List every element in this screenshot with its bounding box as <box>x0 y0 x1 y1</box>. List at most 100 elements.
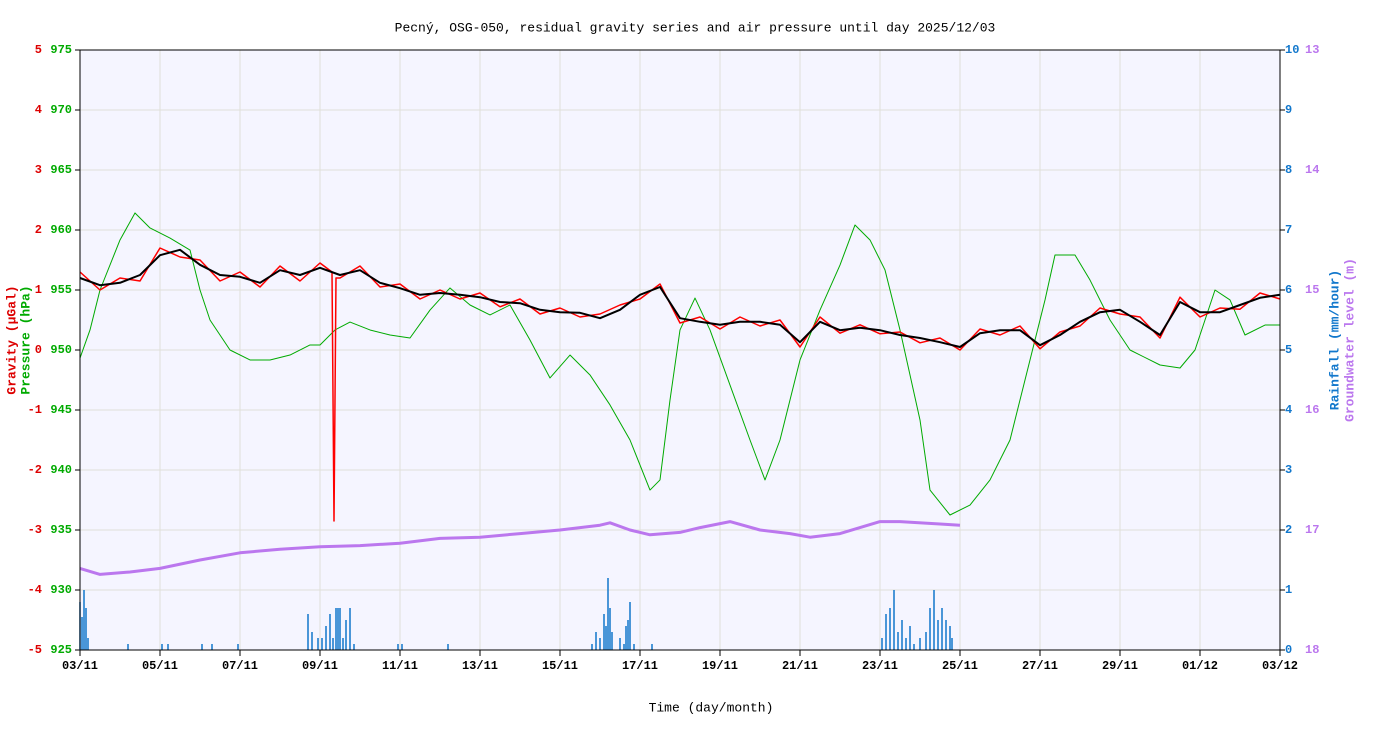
rain-bar <box>885 614 887 650</box>
y-tick-label: 930 <box>50 583 72 597</box>
rain-bar <box>897 632 899 650</box>
y-tick-label: 5 <box>1285 343 1292 357</box>
rain-bar <box>611 632 613 650</box>
rain-bar <box>605 626 607 650</box>
rain-bar <box>345 620 347 650</box>
y-tick-label: 14 <box>1305 163 1319 177</box>
y-tick-label: 1 <box>1285 583 1292 597</box>
series-line <box>79 212 1280 516</box>
x-tick-label: 13/11 <box>462 659 498 673</box>
rain-bar <box>339 608 341 650</box>
rain-bar <box>607 578 609 650</box>
y-tick-label: 965 <box>50 163 72 177</box>
x-tick-label: 11/11 <box>382 659 418 673</box>
x-tick-label: 23/11 <box>862 659 898 673</box>
y-axis-label: Pressure (hPa) <box>18 285 33 394</box>
rain-bar <box>603 614 605 650</box>
rain-bar <box>949 626 951 650</box>
rain-bar <box>337 608 339 650</box>
rain-bar <box>401 644 403 650</box>
y-tick-label: 7 <box>1285 223 1292 237</box>
y-tick-label: 9 <box>1285 103 1292 117</box>
x-axis-label: Time (day/month) <box>649 700 774 715</box>
rain-bar <box>625 626 627 650</box>
rain-bar <box>901 620 903 650</box>
x-tick-label: 27/11 <box>1022 659 1058 673</box>
rain-bar <box>167 644 169 650</box>
x-tick-label: 01/12 <box>1182 659 1218 673</box>
y-tick-label: -4 <box>28 583 42 597</box>
y-tick-label: 960 <box>50 223 72 237</box>
y-tick-label: 10 <box>1285 43 1299 57</box>
y-tick-label: 0 <box>1285 643 1292 657</box>
series-line <box>79 520 961 576</box>
y-tick-label: 5 <box>35 43 42 57</box>
y-tick-label: 1 <box>35 283 42 297</box>
rain-bar <box>913 644 915 650</box>
rain-bar <box>161 644 163 650</box>
rain-bar <box>325 626 327 650</box>
rain-bar <box>919 638 921 650</box>
rain-bar <box>881 638 883 650</box>
y-tick-label: -1 <box>28 403 42 417</box>
rain-bar <box>941 608 943 650</box>
y-tick-label: 15 <box>1305 283 1319 297</box>
x-tick-label: 29/11 <box>1102 659 1138 673</box>
series-line <box>79 248 1281 348</box>
y-tick-label: 955 <box>50 283 72 297</box>
y-tick-label: 925 <box>50 643 72 657</box>
y-tick-label: 940 <box>50 463 72 477</box>
rain-bar <box>83 590 85 650</box>
y-tick-label: 13 <box>1305 43 1319 57</box>
x-tick-label: 05/11 <box>142 659 178 673</box>
rain-bar <box>335 608 337 650</box>
x-tick-label: 03/11 <box>62 659 98 673</box>
y-tick-label: 3 <box>35 163 42 177</box>
rain-bar <box>85 608 87 650</box>
rain-bar <box>633 644 635 650</box>
y-axis-label: Rainfall (mm/hour) <box>1327 270 1342 410</box>
rain-bar <box>893 590 895 650</box>
rain-bar <box>342 638 344 650</box>
rain-bar <box>311 632 313 650</box>
rain-bar <box>629 602 631 650</box>
rain-bar <box>87 638 89 650</box>
rain-bar <box>127 644 129 650</box>
y-tick-label: 4 <box>35 103 42 117</box>
y-tick-label: 945 <box>50 403 72 417</box>
rain-bar <box>623 644 625 650</box>
x-tick-label: 21/11 <box>782 659 818 673</box>
rain-bar <box>237 644 239 650</box>
y-tick-label: 6 <box>1285 283 1292 297</box>
rain-bar <box>905 638 907 650</box>
y-tick-label: -3 <box>28 523 42 537</box>
x-tick-label: 17/11 <box>622 659 658 673</box>
y-tick-label: 8 <box>1285 163 1292 177</box>
rain-bar <box>909 626 911 650</box>
y-tick-label: 4 <box>1285 403 1292 417</box>
y-axis-label: Gravity (µGal) <box>4 285 19 394</box>
y-tick-label: -5 <box>28 643 42 657</box>
y-tick-label: 17 <box>1305 523 1319 537</box>
x-tick-label: 03/12 <box>1262 659 1298 673</box>
y-tick-label: 2 <box>35 223 42 237</box>
y-tick-label: 16 <box>1305 403 1319 417</box>
rain-bar <box>353 644 355 650</box>
rain-bar <box>937 620 939 650</box>
rain-bar <box>933 590 935 650</box>
y-tick-label: 3 <box>1285 463 1292 477</box>
rain-bar <box>447 644 449 650</box>
rain-bar <box>397 644 399 650</box>
rain-bar <box>332 638 334 650</box>
y-tick-label: 935 <box>50 523 72 537</box>
x-tick-label: 09/11 <box>302 659 338 673</box>
rain-bar <box>349 608 351 650</box>
rain-bar <box>591 644 593 650</box>
y-tick-label: 950 <box>50 343 72 357</box>
rain-bar <box>627 620 629 650</box>
x-tick-label: 25/11 <box>942 659 978 673</box>
y-tick-label: -2 <box>28 463 42 477</box>
x-tick-label: 19/11 <box>702 659 738 673</box>
y-tick-label: 970 <box>50 103 72 117</box>
